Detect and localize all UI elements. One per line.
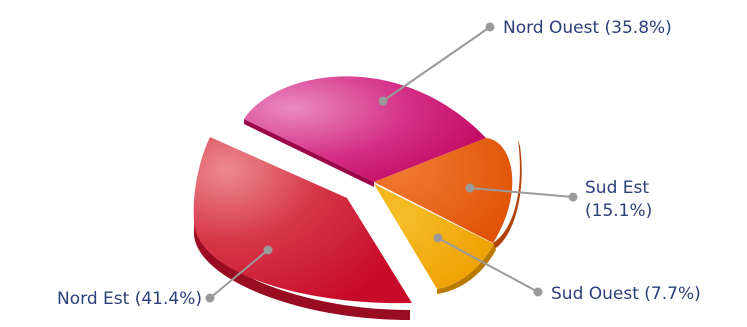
label-sud-est: Sud Est xyxy=(585,178,649,198)
leader-nord-est xyxy=(205,245,273,303)
label-nord-est: Nord Est (41.4%) xyxy=(57,289,202,309)
label-sud-est-pct: (15.1%) xyxy=(585,201,652,221)
slice-nord-ouest xyxy=(244,76,486,187)
slice-nord-est-top xyxy=(193,137,412,304)
slice-sud-est xyxy=(374,138,522,250)
slice-sud-est-top xyxy=(374,138,513,243)
leader-sud-ouest xyxy=(433,233,543,297)
label-sud-ouest: Sud Ouest (7.7%) xyxy=(551,284,701,304)
label-nord-ouest: Nord Ouest (35.8%) xyxy=(503,18,672,38)
leader-sud-est xyxy=(465,183,578,202)
leader-nord-ouest xyxy=(378,22,495,106)
slice-nord-est xyxy=(193,137,412,320)
slice-nord-ouest-top xyxy=(244,76,486,182)
